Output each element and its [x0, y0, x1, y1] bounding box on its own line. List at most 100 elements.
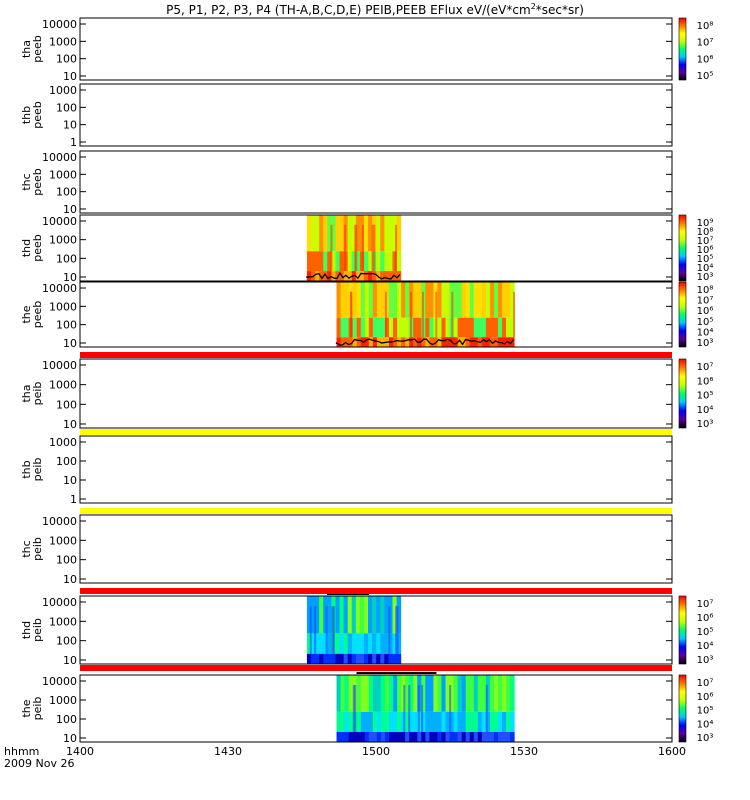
spectrogram-cell [368, 215, 373, 252]
colorbar-label: 10³ [697, 338, 714, 349]
panel-frame [79, 214, 673, 282]
spectrogram-cell [363, 633, 369, 654]
spectrogram-cell [355, 271, 361, 281]
colorbar-label: 10⁷ [697, 678, 714, 689]
spectrogram-cell [368, 282, 374, 318]
spectrogram-streak [396, 606, 399, 654]
spectrogram-cell [359, 653, 365, 664]
spectrogram-cell [344, 317, 350, 338]
spectrogram-cell [497, 711, 503, 732]
y-tick-label: 10 [63, 654, 77, 667]
spectrogram-cell [409, 731, 414, 742]
spectrogram-cell [421, 675, 426, 712]
spectrogram-cell [506, 711, 511, 732]
spectrogram-cell [425, 675, 430, 712]
spectrogram-cell [319, 596, 324, 634]
spectrogram-cell [372, 271, 377, 281]
y-axis-label-product: peib [31, 618, 44, 642]
spectrogram-cell [315, 653, 320, 664]
spectrogram-cell [376, 251, 381, 272]
spectrogram-cell [331, 653, 336, 664]
spectrogram-cell [457, 731, 463, 742]
y-axis-label-product: peeb [31, 35, 44, 63]
spectrogram-cell [396, 251, 402, 272]
spectrogram-cell [335, 653, 341, 664]
spectrogram-cell [421, 337, 426, 347]
time-tick-label: 1500 [362, 745, 390, 758]
spectrogram-cell [327, 633, 332, 654]
spectrogram-cell [392, 633, 398, 654]
y-tick-label: 1000 [49, 35, 77, 48]
spectrogram-cell [347, 596, 353, 634]
y-tick-label: 1 [70, 493, 77, 506]
spectrogram-streak [352, 685, 355, 732]
y-axis-label-probe: thb [20, 106, 33, 124]
spectrogram-cell [384, 731, 390, 742]
spectrogram-cell [335, 596, 341, 634]
colorbar-label: 10⁴ [697, 641, 714, 652]
spectrogram-cell [413, 337, 418, 347]
colorbar-label: 10³ [697, 733, 714, 744]
spectrogram-cell [493, 731, 499, 742]
spectrogram-cell [335, 215, 341, 252]
spectrogram-cell [473, 282, 479, 318]
spectrogram-cell [363, 271, 369, 281]
spectrogram-cell [429, 317, 434, 338]
spectrogram-cell [351, 596, 357, 634]
status-bars-group [80, 352, 672, 671]
spectrogram-cell [401, 731, 406, 742]
spectrogram-cell [502, 317, 507, 338]
spectrogram-cell [347, 215, 353, 252]
spectrogram-cell [481, 675, 487, 712]
spectrogram-cell [343, 653, 349, 664]
y-tick-label: 1 [70, 136, 77, 149]
spectrogram-cell [457, 282, 463, 318]
spectrogram-cell [409, 337, 414, 347]
spectrogram-cell [469, 731, 475, 742]
spectrogram-cell [384, 282, 390, 318]
spectrogram-cell [502, 711, 507, 732]
spectrogram-cell [319, 271, 324, 281]
spectrogram-cell [401, 317, 406, 338]
spectrogram-cell [376, 596, 381, 634]
spectrogram-cell [502, 731, 507, 742]
spectrogram-cell [489, 711, 495, 732]
spectrogram-streak [349, 291, 352, 338]
spectrogram-cell [481, 711, 487, 732]
spectrogram-cell [465, 282, 471, 318]
spectrogram-cell [351, 215, 357, 252]
spectrogram-cell [343, 596, 349, 634]
spectrogram-cell [465, 731, 471, 742]
y-tick-label: 10 [63, 271, 77, 284]
y-tick-label: 10000 [42, 282, 77, 295]
y-axis-label-probe: the [20, 699, 33, 717]
colorbar-label: 10⁶ [697, 613, 714, 624]
spectrogram-cell [445, 317, 451, 338]
potential-line [335, 338, 515, 346]
colorbar-label: 10⁴ [697, 719, 714, 730]
spectrogram-cell [437, 731, 442, 742]
colorbar-label: 10⁵ [697, 71, 714, 82]
spectrogram-cell [359, 633, 365, 654]
spectrogram-cell [331, 271, 336, 281]
spectrogram-cell [327, 251, 332, 272]
spectrogram-cell [347, 251, 353, 272]
spectrogram-cell [315, 271, 320, 281]
spectrogram-streak [485, 685, 488, 732]
spectrogram-cell [449, 675, 455, 712]
spectrogram-cell [384, 271, 389, 281]
spectrogram-cell [425, 282, 430, 318]
spectrogram-cell [319, 251, 324, 272]
spectrogram-cell [461, 317, 467, 338]
spectrogram-cell [388, 251, 394, 272]
spectrogram-streak [395, 224, 398, 272]
colorbar-label: 10⁶ [697, 245, 714, 256]
spectrogram-cell [368, 271, 373, 281]
spectrogram-cell [397, 337, 402, 347]
spectrogram-cell [449, 731, 455, 742]
spectrogram-cell [319, 633, 324, 654]
y-tick-label: 10000 [42, 359, 77, 372]
spectrogram-streak [421, 291, 424, 338]
colorbar-label: 10³ [697, 655, 714, 666]
